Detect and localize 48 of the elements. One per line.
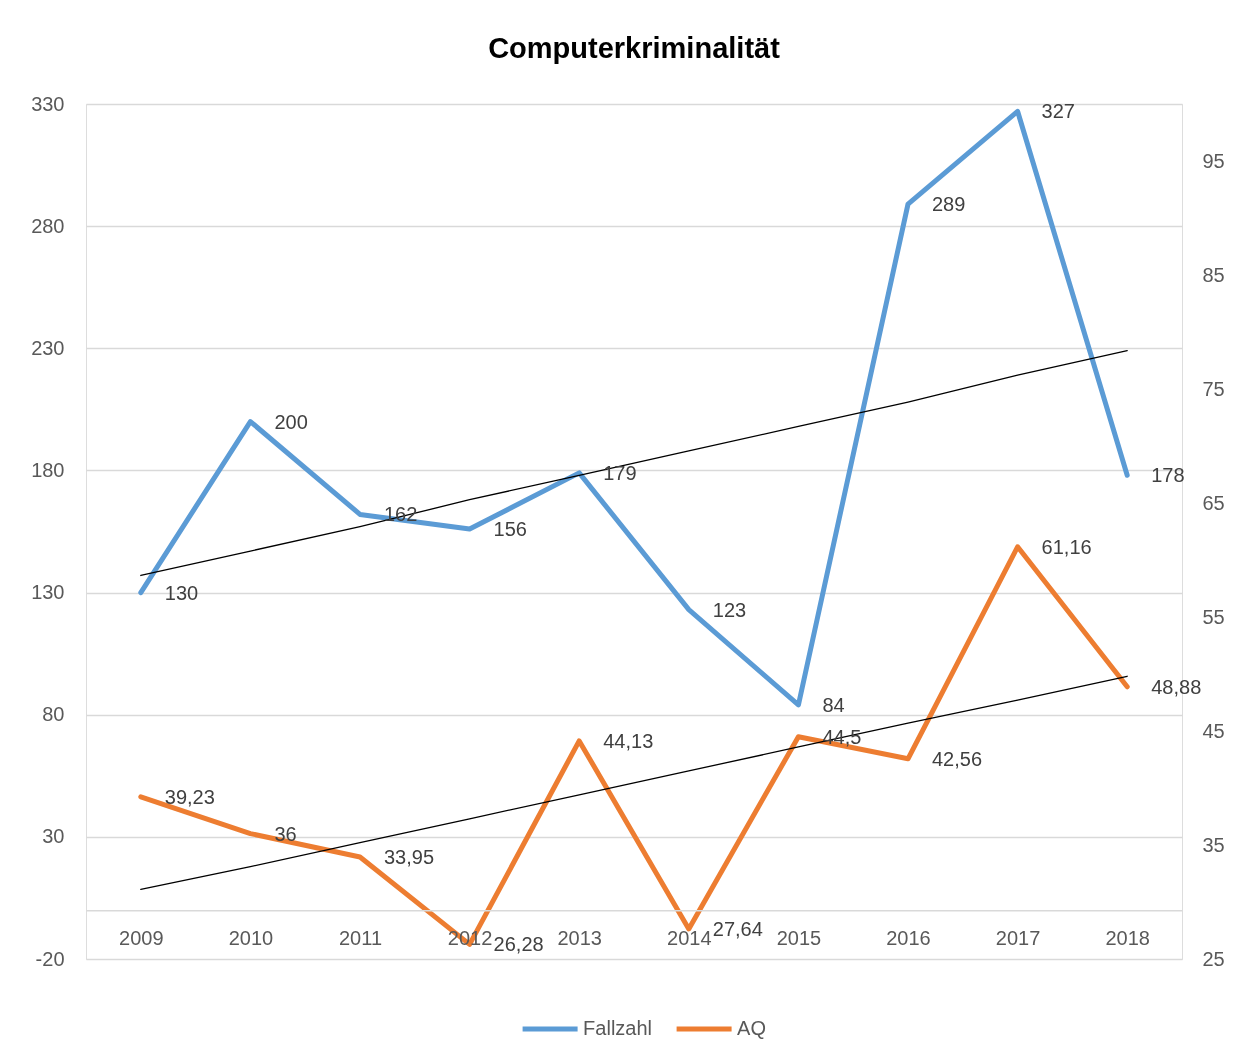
y-tick-label: 180 <box>31 458 65 481</box>
y-tick-label: 80 <box>42 703 65 726</box>
data-label: 42,56 <box>932 747 983 770</box>
data-label: 33,95 <box>384 845 435 868</box>
y-tick-label: 130 <box>31 581 65 604</box>
line-series <box>140 675 1128 891</box>
data-label: 178 <box>1151 464 1185 487</box>
y2-tick-label: 75 <box>1202 377 1225 400</box>
y-tick-label: 330 <box>31 92 65 115</box>
y2-tick-label: 45 <box>1202 719 1225 742</box>
data-label: 27,64 <box>712 917 763 940</box>
data-label: 200 <box>274 410 308 433</box>
y-tick-label: 30 <box>42 825 65 848</box>
y2-tick-label: 85 <box>1202 263 1225 286</box>
data-label: 61,16 <box>1041 535 1092 558</box>
data-label: 36 <box>274 822 297 845</box>
x-tick-label: 2016 <box>886 926 931 949</box>
data-label: 156 <box>493 518 527 541</box>
y2-tick-label: 65 <box>1202 491 1225 514</box>
y2-tick-label: 55 <box>1202 605 1225 628</box>
x-tick-label: 2009 <box>119 926 164 949</box>
y2-tick-label: 25 <box>1202 947 1225 970</box>
line-series <box>140 350 1128 577</box>
data-label: 130 <box>164 581 199 604</box>
x-tick-label: 2018 <box>1105 926 1150 949</box>
x-tick-label: 2011 <box>338 926 383 949</box>
x-tick-label: 2014 <box>667 926 712 949</box>
data-label: 26,28 <box>493 933 544 956</box>
legend-label: AQ <box>737 1017 767 1039</box>
x-tick-label: 2017 <box>995 926 1041 949</box>
chart-title: Computerkriminalität <box>488 32 781 64</box>
data-label: 289 <box>932 193 966 216</box>
data-label: 48,88 <box>1151 675 1202 698</box>
data-label: 44,13 <box>603 729 654 752</box>
x-tick-label: 2015 <box>776 926 822 949</box>
data-label: 39,23 <box>164 785 215 808</box>
data-label: 123 <box>712 598 747 621</box>
y-tick-label: -20 <box>35 947 65 970</box>
x-tick-label: 2010 <box>228 926 274 949</box>
y-tick-label: 230 <box>31 336 65 359</box>
y2-tick-label: 95 <box>1202 149 1225 172</box>
y-tick-label: 280 <box>31 214 65 237</box>
legend-label: Fallzahl <box>583 1017 653 1039</box>
data-label: 179 <box>603 461 637 484</box>
data-label: 327 <box>1041 100 1075 123</box>
y2-tick-label: 35 <box>1202 833 1225 856</box>
x-tick-label: 2013 <box>557 926 602 949</box>
data-label: 84 <box>822 693 845 716</box>
